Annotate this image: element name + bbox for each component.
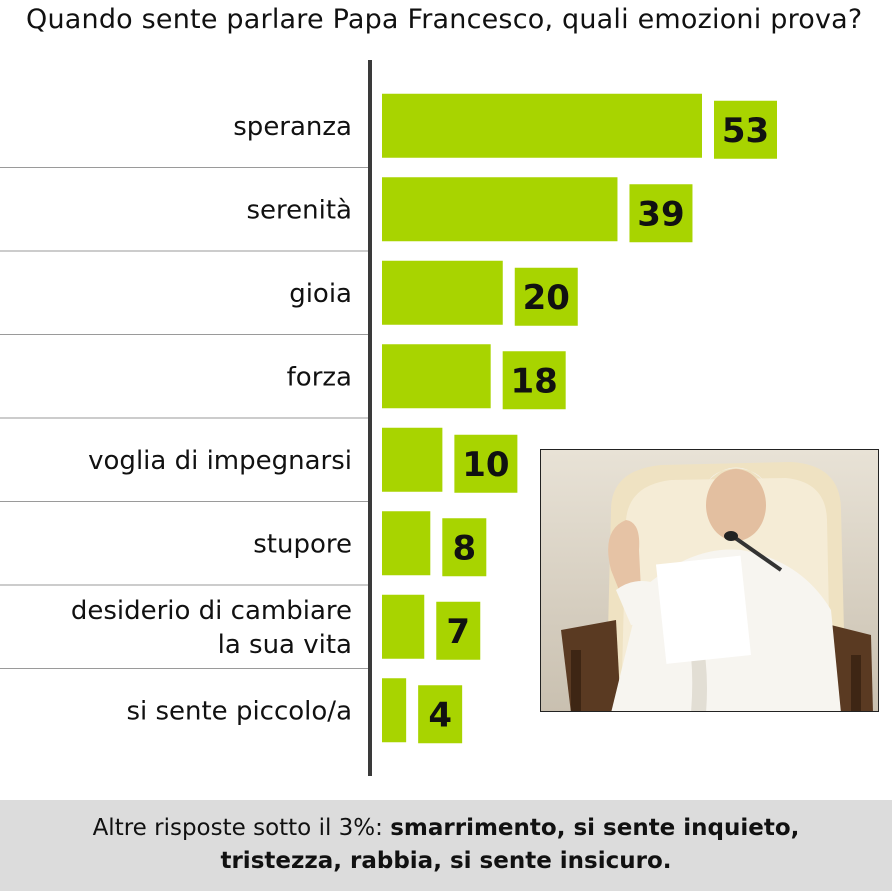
pope-photo <box>540 449 879 712</box>
bar <box>382 511 431 576</box>
category-label: si sente piccolo/a <box>126 696 352 726</box>
value-label: 18 <box>511 361 558 401</box>
bar <box>382 427 443 492</box>
value-label-box <box>629 184 693 243</box>
bar <box>382 678 407 743</box>
footnote-line-1: Altre risposte sotto il 3%: smarrimento,… <box>0 812 892 845</box>
value-label: 10 <box>462 445 509 485</box>
footnote: Altre risposte sotto il 3%: smarrimento,… <box>0 800 892 891</box>
footnote-prefix: Altre risposte sotto il 3%: <box>92 815 391 841</box>
value-label: 7 <box>446 612 470 652</box>
bar <box>382 260 503 325</box>
value-label-box <box>514 267 578 326</box>
category-label: desiderio di cambiare <box>71 596 352 626</box>
bar <box>382 177 618 242</box>
category-label: gioia <box>289 279 352 309</box>
category-label: voglia di impegnarsi <box>88 446 352 476</box>
value-label: 4 <box>428 695 452 735</box>
value-label: 8 <box>452 528 476 568</box>
bar <box>382 594 425 659</box>
value-label: 39 <box>637 194 684 234</box>
bar-chart: 53 speranza 39 serenità 20 gioia 18 forza 10 vogl… <box>0 60 777 776</box>
value-label-box <box>442 518 487 577</box>
value-label-box <box>714 100 777 159</box>
chart-title: Quando sente parlare Papa Francesco, qua… <box>26 4 863 35</box>
value-label-box <box>454 434 518 493</box>
category-label: speranza <box>233 112 352 142</box>
category-label: la sua vita <box>218 630 352 660</box>
value-label: 53 <box>722 111 769 151</box>
bar <box>382 93 702 158</box>
value-label-box <box>418 685 463 744</box>
value-label: 20 <box>523 278 570 318</box>
category-label: stupore <box>253 529 352 559</box>
value-label-box <box>436 601 481 660</box>
footnote-items-1: smarrimento, si sente inquieto, <box>390 815 800 841</box>
category-label: serenità <box>247 195 353 225</box>
value-label-box <box>502 351 566 410</box>
footnote-items-2: tristezza, rabbia, si sente insicuro. <box>220 848 672 874</box>
bar <box>382 344 491 409</box>
category-label: forza <box>287 362 352 392</box>
pope-photo-icon <box>541 450 878 711</box>
